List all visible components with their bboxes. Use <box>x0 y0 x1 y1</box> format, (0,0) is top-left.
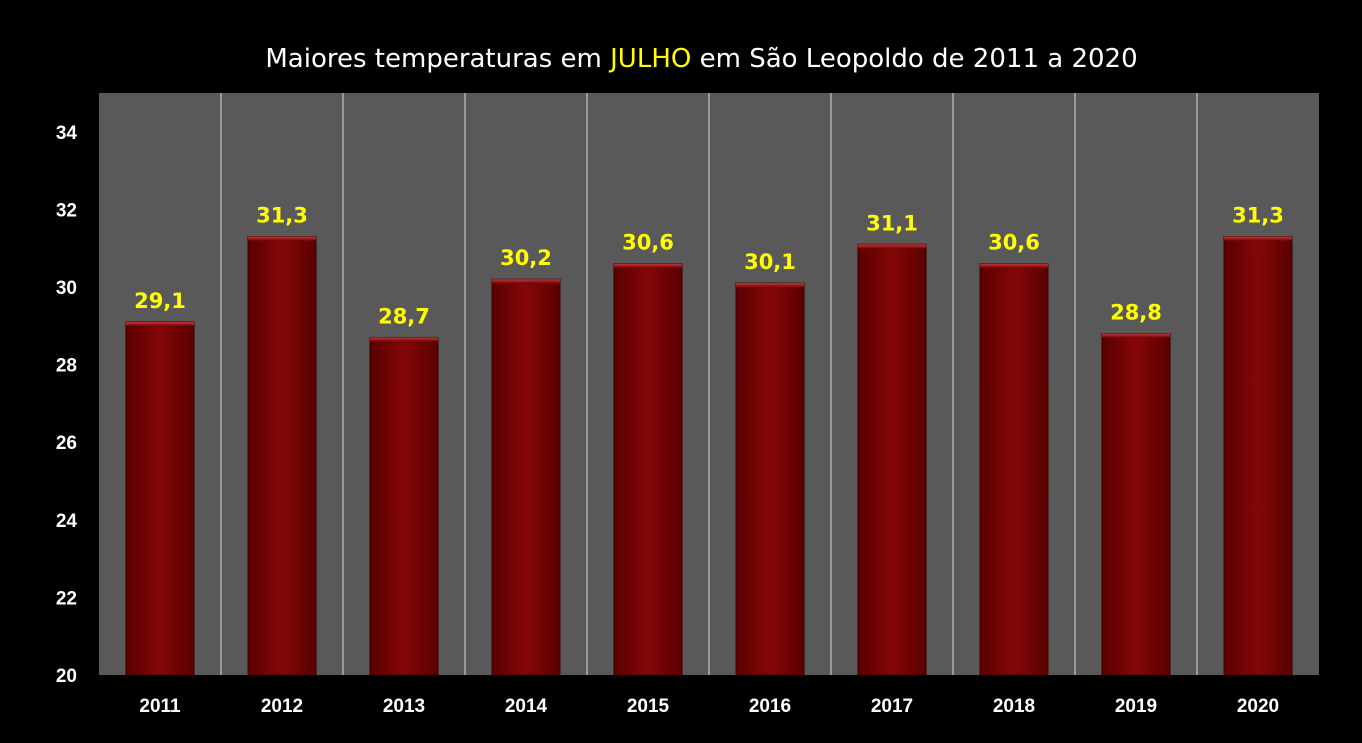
y-tick-label: 22 <box>56 588 77 609</box>
bar-2016 <box>735 282 805 676</box>
bar-cap <box>1224 236 1292 241</box>
bar <box>735 282 805 676</box>
chart-title-suffix: em São Leopoldo de 2011 a 2020 <box>691 44 1138 74</box>
data-label: 31,3 <box>1232 204 1284 228</box>
bar-2015 <box>613 263 683 676</box>
bar-2012 <box>247 236 317 676</box>
data-label: 30,6 <box>622 231 674 255</box>
data-label: 30,1 <box>744 250 796 274</box>
bar-cap <box>492 279 560 284</box>
chart-title: Maiores temperaturas em JULHO em São Leo… <box>0 44 1362 74</box>
x-tick-label: 2011 <box>139 696 181 717</box>
bar <box>1223 236 1293 676</box>
x-tick-label: 2015 <box>627 696 670 717</box>
y-tick-label: 28 <box>56 356 77 377</box>
bar-2019 <box>1101 333 1171 676</box>
bar-cap <box>614 263 682 268</box>
bar-cap <box>980 263 1048 268</box>
data-label: 31,1 <box>866 211 918 235</box>
data-label: 29,1 <box>134 289 186 313</box>
bars <box>125 236 1293 676</box>
data-label: 30,2 <box>500 246 552 270</box>
bar-cap <box>736 283 804 288</box>
bar-cap <box>126 321 194 326</box>
y-tick-label: 24 <box>56 511 78 532</box>
y-axis-ticks: 20 22 24 26 28 30 32 34 <box>56 123 78 687</box>
data-label: 28,8 <box>1110 301 1162 325</box>
data-label: 28,7 <box>378 304 430 328</box>
bar-cap <box>370 337 438 342</box>
chart-title-prefix: Maiores temperaturas em <box>265 44 611 74</box>
y-tick-label: 30 <box>56 278 77 299</box>
bar-cap <box>1102 333 1170 338</box>
x-tick-label: 2017 <box>871 696 913 717</box>
bar <box>979 263 1049 676</box>
y-tick-label: 34 <box>56 123 78 144</box>
bar-cap <box>858 244 926 249</box>
bar <box>369 336 439 676</box>
x-tick-label: 2020 <box>1237 696 1279 717</box>
bar-2011 <box>125 321 195 676</box>
data-labels: 29,1 31,3 28,7 30,2 30,6 30,1 31,1 30,6 28,8 31,3 <box>134 204 1284 329</box>
x-tick-label: 2016 <box>749 696 791 717</box>
x-tick-label: 2019 <box>1115 696 1157 717</box>
y-tick-label: 32 <box>56 200 77 221</box>
bar-2020 <box>1223 236 1293 676</box>
y-tick-label: 20 <box>56 666 77 687</box>
bar <box>613 263 683 676</box>
data-label: 31,3 <box>256 204 308 228</box>
chart-title-highlight: JULHO <box>610 44 692 74</box>
x-axis-ticks: 2011 2012 2013 2014 2015 2016 2017 2018 2019 2020 <box>139 696 1279 717</box>
x-tick-label: 2013 <box>383 696 425 717</box>
x-tick-label: 2012 <box>261 696 303 717</box>
bar-2014 <box>491 278 561 676</box>
y-tick-label: 26 <box>56 433 77 454</box>
bar-2013 <box>369 336 439 676</box>
bar-2017 <box>857 243 927 676</box>
bar <box>491 278 561 676</box>
data-label: 30,6 <box>988 231 1040 255</box>
bar <box>1101 333 1171 676</box>
bar-2018 <box>979 263 1049 676</box>
category-separators <box>220 93 1198 675</box>
bar <box>857 243 927 676</box>
bar-cap <box>248 236 316 241</box>
x-tick-label: 2018 <box>993 696 1035 717</box>
bar <box>125 321 195 676</box>
bar <box>247 236 317 676</box>
x-tick-label: 2014 <box>505 696 548 717</box>
